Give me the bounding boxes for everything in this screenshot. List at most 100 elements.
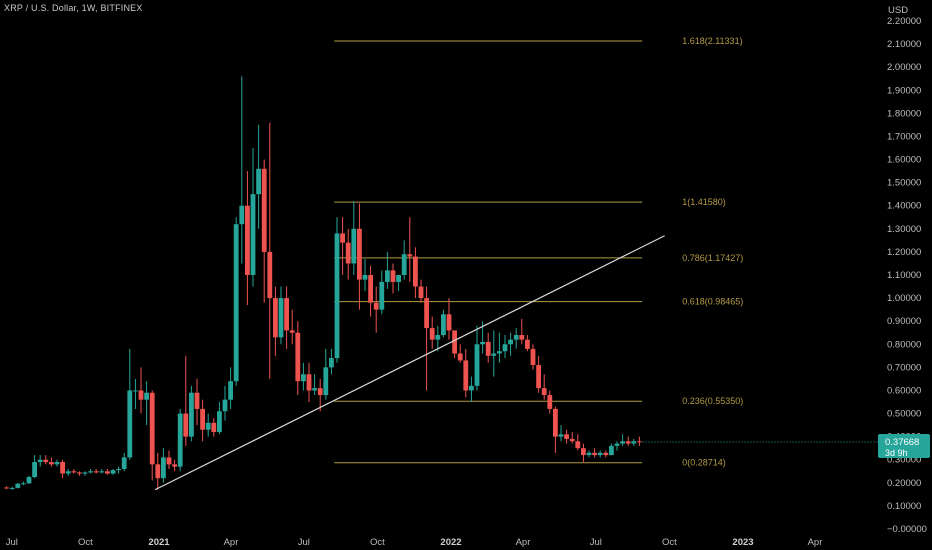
candle[interactable] xyxy=(541,374,547,400)
candle[interactable] xyxy=(586,450,592,458)
candle[interactable] xyxy=(278,286,284,345)
candle[interactable] xyxy=(26,475,32,484)
candle[interactable] xyxy=(21,481,26,486)
candle[interactable] xyxy=(110,468,116,475)
candle[interactable] xyxy=(424,286,429,391)
candle[interactable] xyxy=(183,355,189,446)
candle[interactable] xyxy=(222,385,228,421)
candle[interactable] xyxy=(245,171,250,306)
candle[interactable] xyxy=(385,251,390,289)
candle[interactable] xyxy=(88,468,93,474)
candle[interactable] xyxy=(401,240,407,280)
candle[interactable] xyxy=(261,159,267,303)
candle[interactable] xyxy=(317,378,323,412)
candle[interactable] xyxy=(295,321,301,396)
candle[interactable] xyxy=(200,399,205,442)
candle[interactable] xyxy=(65,468,71,476)
candle[interactable] xyxy=(267,122,273,379)
candle[interactable] xyxy=(312,374,317,396)
candle[interactable] xyxy=(127,348,133,460)
candle[interactable] xyxy=(273,286,278,356)
candle[interactable] xyxy=(161,448,166,483)
candle[interactable] xyxy=(306,362,312,402)
candle[interactable] xyxy=(373,286,379,333)
candle[interactable] xyxy=(519,318,525,345)
candle[interactable] xyxy=(77,471,82,476)
candle[interactable] xyxy=(329,348,334,375)
candle[interactable] xyxy=(54,459,60,467)
candle[interactable] xyxy=(155,452,161,490)
candle[interactable] xyxy=(441,309,446,338)
candle[interactable] xyxy=(43,455,49,465)
candle[interactable] xyxy=(603,450,609,458)
candle[interactable] xyxy=(457,344,463,363)
candle[interactable] xyxy=(614,441,620,451)
candle[interactable] xyxy=(133,378,138,409)
candle[interactable] xyxy=(289,309,295,345)
candle[interactable] xyxy=(334,217,340,363)
candle[interactable] xyxy=(205,413,211,437)
candle[interactable] xyxy=(357,203,362,310)
candle[interactable] xyxy=(569,432,575,444)
candle[interactable] xyxy=(609,443,614,456)
candle[interactable] xyxy=(189,385,194,442)
candle[interactable] xyxy=(513,328,519,349)
candle[interactable] xyxy=(469,376,474,402)
candle[interactable] xyxy=(530,344,536,370)
candle[interactable] xyxy=(121,452,127,472)
candle[interactable] xyxy=(502,335,508,359)
candle[interactable] xyxy=(37,455,43,467)
candle[interactable] xyxy=(71,468,77,474)
trendline[interactable] xyxy=(154,235,665,491)
candle[interactable] xyxy=(172,459,177,472)
fib-retracement[interactable]: 1.618(2.11331) 1(1.41580) 0.786(1.17427) 0.… xyxy=(334,36,743,468)
candle[interactable] xyxy=(15,482,21,489)
candle[interactable] xyxy=(564,429,569,444)
candle[interactable] xyxy=(474,325,480,391)
candle[interactable] xyxy=(60,459,65,479)
candle[interactable] xyxy=(625,436,631,446)
candle[interactable] xyxy=(362,258,368,292)
candle[interactable] xyxy=(429,316,435,349)
candle[interactable] xyxy=(340,217,345,275)
candle[interactable] xyxy=(211,418,217,437)
candle[interactable] xyxy=(217,402,222,435)
candle[interactable] xyxy=(116,466,121,474)
candle[interactable] xyxy=(49,457,54,467)
candle[interactable] xyxy=(508,332,513,356)
candle[interactable] xyxy=(323,348,329,400)
candle[interactable] xyxy=(435,325,441,352)
candle[interactable] xyxy=(581,443,586,463)
candle[interactable] xyxy=(553,406,558,453)
candle[interactable] xyxy=(4,486,9,490)
candle[interactable] xyxy=(284,286,289,349)
candle[interactable] xyxy=(396,275,401,292)
candle[interactable] xyxy=(256,124,261,229)
candle[interactable] xyxy=(497,332,502,363)
candle[interactable] xyxy=(351,201,357,275)
candle[interactable] xyxy=(9,486,15,490)
candle[interactable] xyxy=(547,390,553,414)
candle[interactable] xyxy=(250,148,256,287)
candle[interactable] xyxy=(149,390,155,481)
candle[interactable] xyxy=(418,279,424,303)
candle[interactable] xyxy=(446,298,452,340)
candle[interactable] xyxy=(485,332,491,363)
candle[interactable] xyxy=(239,76,245,264)
candle[interactable] xyxy=(463,348,469,398)
candle[interactable] xyxy=(575,434,581,451)
candle[interactable] xyxy=(99,468,105,474)
candle[interactable] xyxy=(138,367,144,414)
candle[interactable] xyxy=(491,330,497,377)
candle[interactable] xyxy=(407,217,413,282)
candle[interactable] xyxy=(301,362,306,391)
candle[interactable] xyxy=(144,381,149,426)
candle[interactable] xyxy=(558,425,564,442)
candle[interactable] xyxy=(166,450,172,469)
candle[interactable] xyxy=(637,436,642,446)
candle[interactable] xyxy=(93,468,99,474)
candle[interactable] xyxy=(345,228,351,280)
candle[interactable] xyxy=(525,335,530,352)
candle[interactable] xyxy=(390,263,396,294)
